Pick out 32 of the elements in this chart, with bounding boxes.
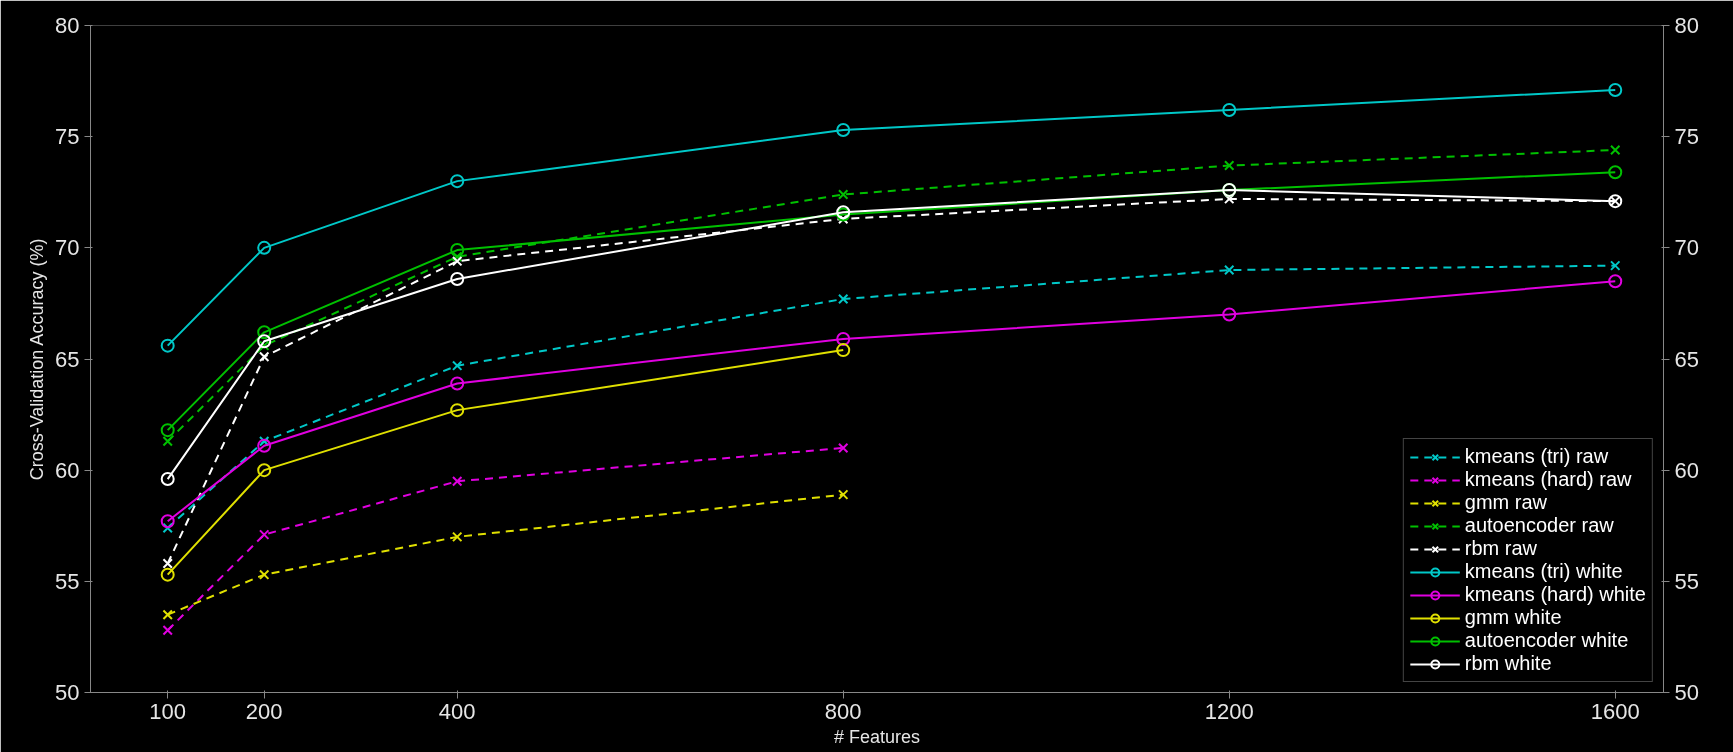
legend-label: kmeans (hard) white (1464, 583, 1646, 606)
legend-label: rbm raw (1464, 537, 1538, 560)
legend-label: kmeans (tri) raw (1464, 445, 1609, 468)
x-tick-label: 800 (824, 698, 862, 724)
y-tick-label: 75 (55, 124, 80, 150)
legend-label: autoencoder raw (1464, 514, 1614, 537)
y-tick-label: 50 (55, 680, 80, 705)
legend-label: kmeans (hard) raw (1464, 468, 1632, 491)
y-tick-label: 60 (55, 457, 80, 483)
y2-tick-label: 50 (1674, 680, 1699, 705)
y-tick-label: 65 (55, 346, 80, 372)
x-tick-label: 200 (245, 698, 283, 724)
y2-tick-label: 80 (1674, 13, 1699, 38)
y2-tick-label: 60 (1674, 457, 1699, 483)
y-axis-title: Cross-Validation Accuracy (%) (27, 238, 48, 481)
legend-label: gmm raw (1464, 491, 1548, 514)
y-tick-label: 80 (55, 13, 80, 38)
y2-tick-label: 70 (1674, 235, 1699, 261)
y-tick-label: 70 (55, 235, 80, 261)
x-tick-label: 1200 (1204, 698, 1254, 724)
y2-tick-label: 65 (1674, 346, 1699, 372)
x-tick-label: 100 (149, 698, 187, 724)
x-tick-label: 400 (438, 698, 476, 724)
legend-label: kmeans (tri) white (1464, 560, 1623, 583)
x-axis-title: # Features (833, 726, 921, 747)
y2-tick-label: 55 (1674, 568, 1699, 594)
x-tick-label: 1600 (1590, 698, 1640, 724)
legend-label: gmm white (1464, 606, 1562, 629)
y2-tick-label: 75 (1674, 124, 1699, 150)
legend-label: autoencoder white (1464, 629, 1629, 652)
legend-label: rbm white (1464, 652, 1552, 675)
y-tick-label: 55 (55, 568, 80, 594)
